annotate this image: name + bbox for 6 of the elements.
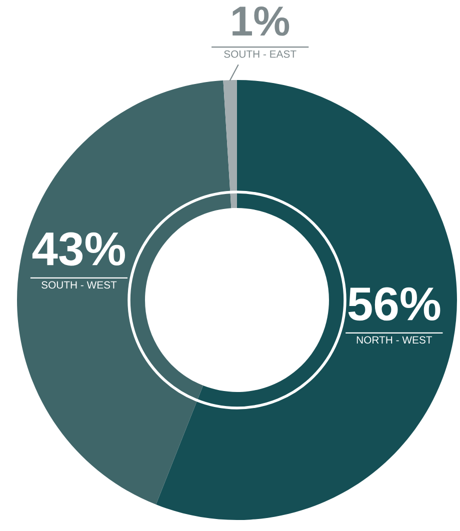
data-label: 1%	[232, 6, 290, 36]
data-label: 43%	[32, 232, 125, 266]
slice-label: NORTH - WEST	[356, 336, 432, 344]
slice-label: SOUTH - EAST	[224, 50, 296, 58]
data-label: 56%	[348, 287, 440, 321]
slice-label: SOUTH - WEST	[42, 281, 117, 289]
